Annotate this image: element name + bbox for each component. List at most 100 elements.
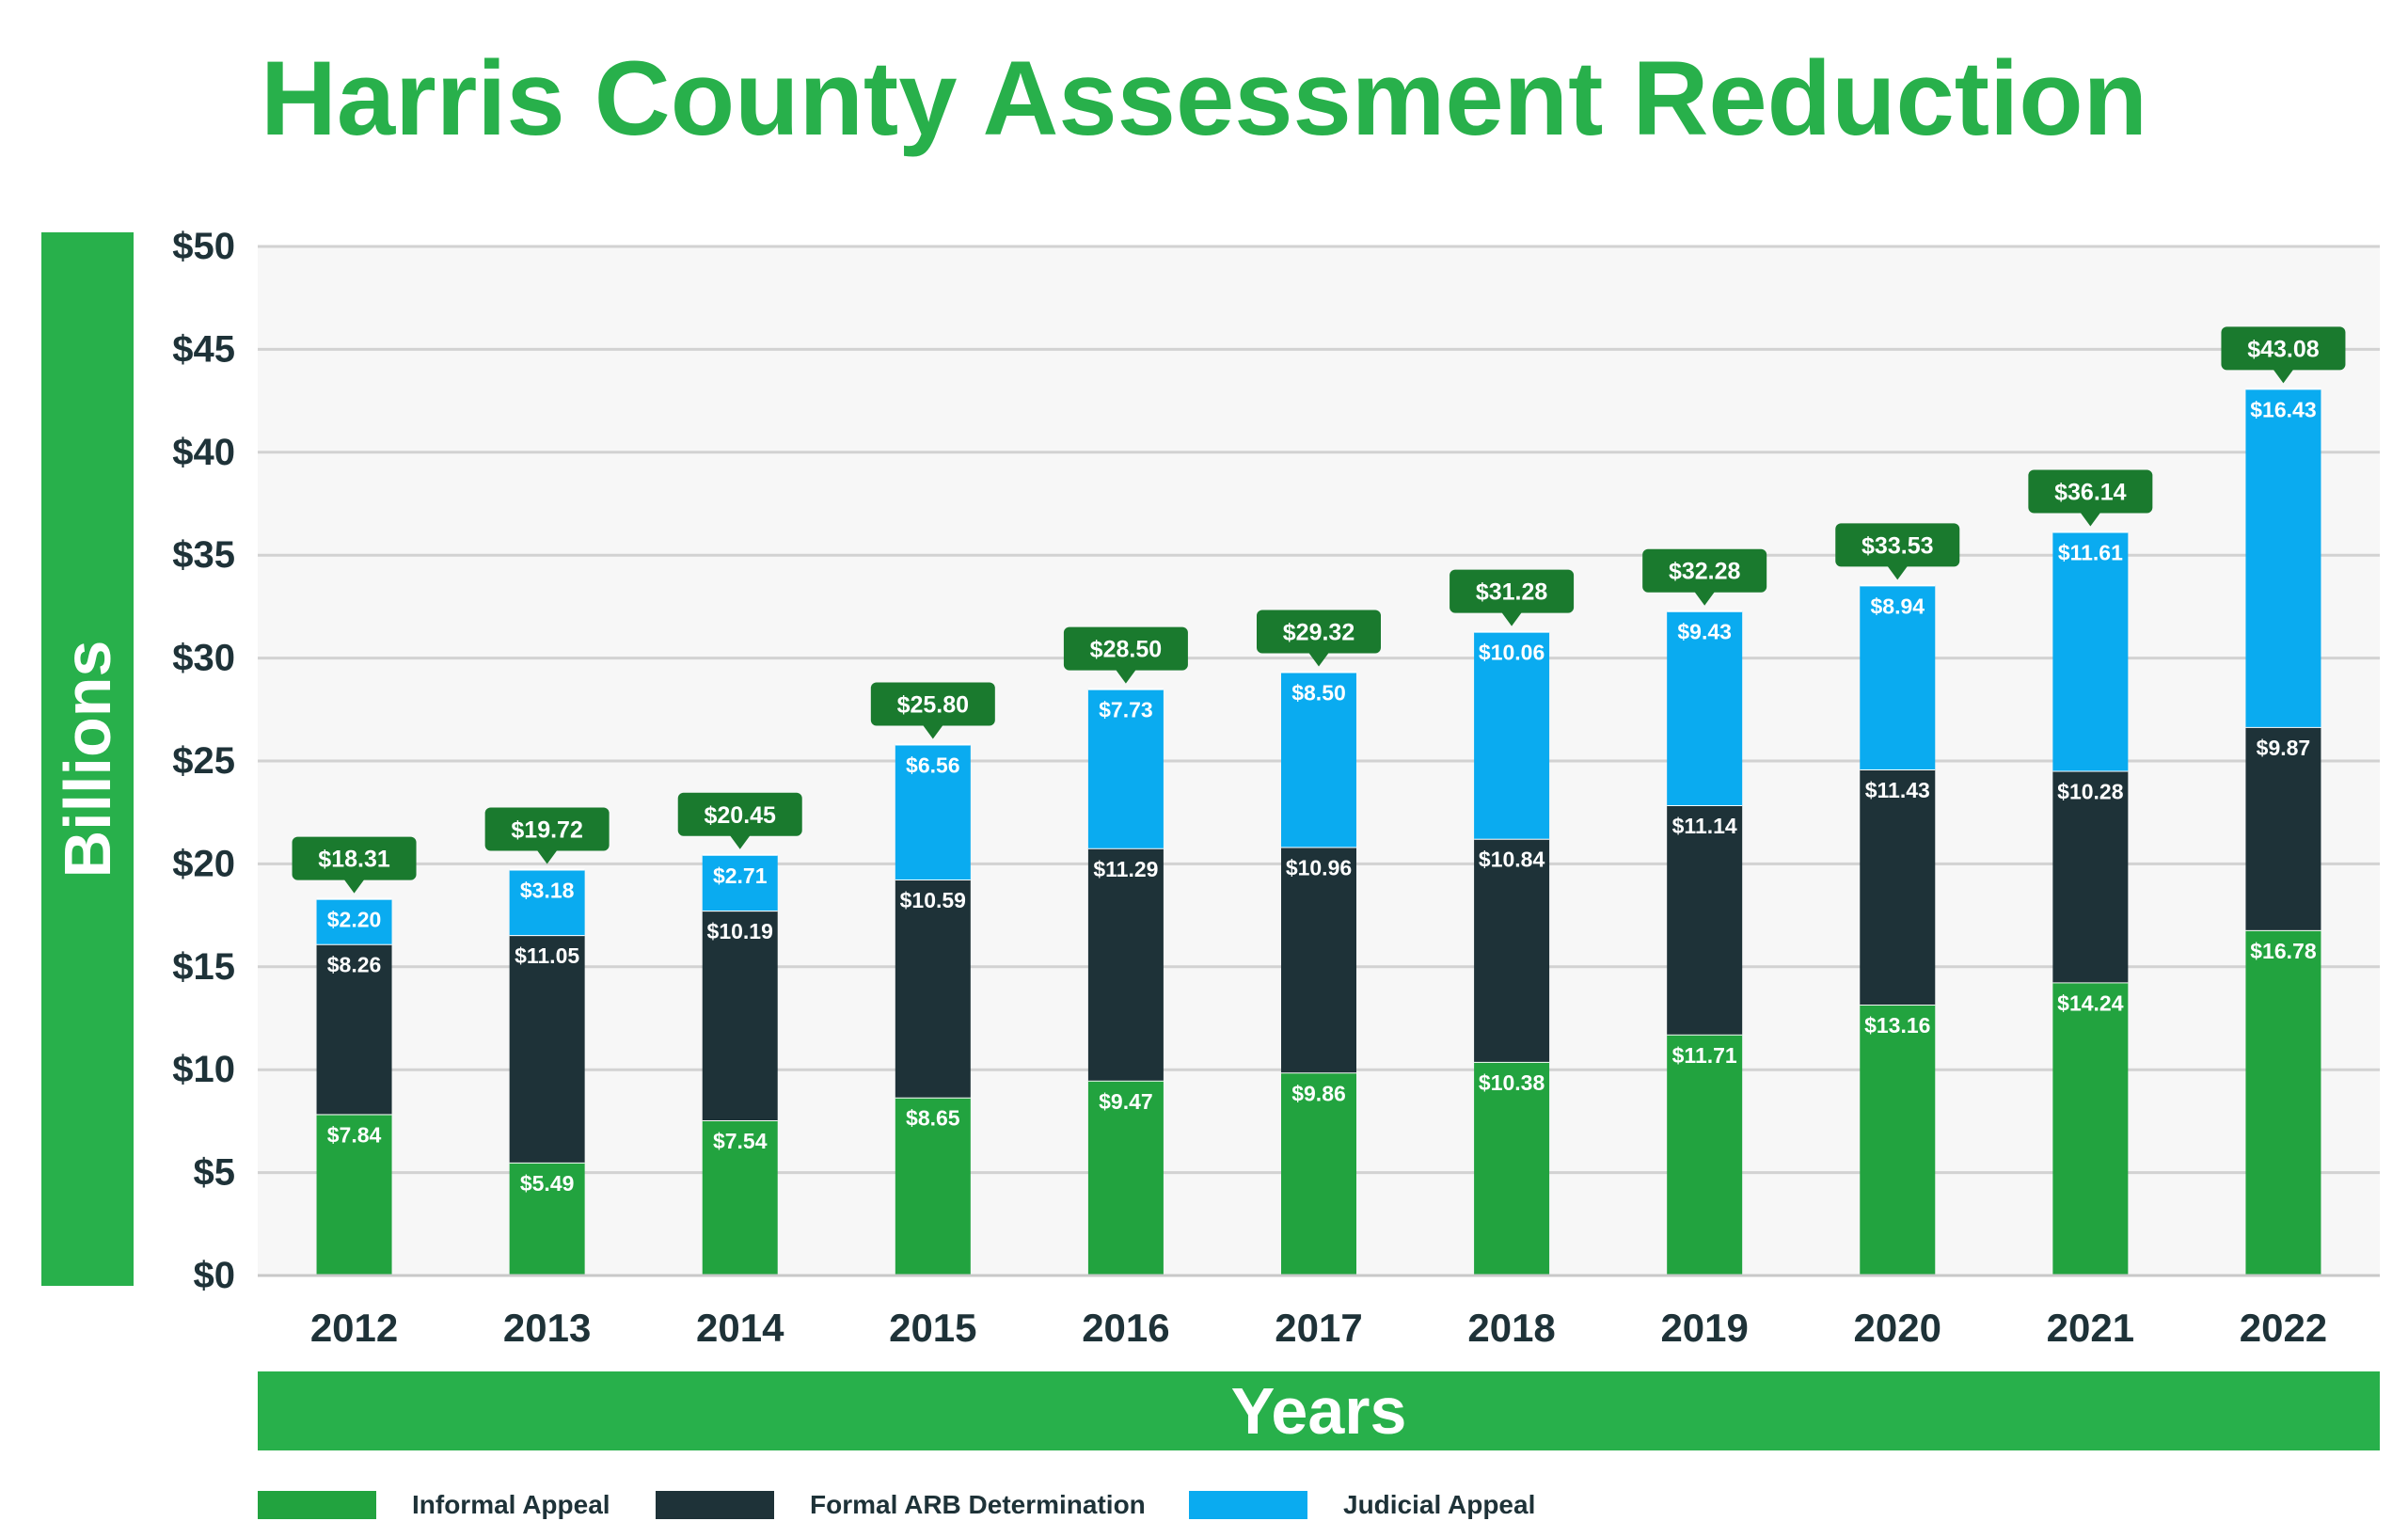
- legend-swatch-informal-appeal: [258, 1491, 376, 1519]
- data-label: $11.14: [1672, 814, 1737, 838]
- bar-segment: [2052, 770, 2129, 983]
- data-label: $9.47: [1099, 1089, 1153, 1114]
- total-callout: [1063, 626, 1188, 671]
- x-tick-label: 2022: [2240, 1306, 2327, 1350]
- bar-segment: [1474, 1061, 1550, 1276]
- x-tick-label: 2014: [696, 1306, 784, 1350]
- data-label: $10.06: [1479, 641, 1545, 665]
- bar-segment: [2052, 531, 2129, 771]
- y-axis-label-box: Billions: [41, 232, 134, 1286]
- x-tick-label: 2021: [2047, 1306, 2134, 1350]
- y-tick-label: $40: [172, 432, 235, 473]
- total-label: $32.28: [1669, 559, 1741, 585]
- bar-segment: [1087, 1080, 1164, 1276]
- y-tick-label: $10: [172, 1049, 235, 1090]
- bar-segment: [702, 911, 778, 1121]
- legend-label-informal-appeal: Informal Appeal: [412, 1490, 610, 1519]
- total-callout-pointer: [729, 834, 751, 849]
- data-label: $10.96: [1286, 855, 1352, 879]
- data-label: $11.71: [1672, 1043, 1737, 1068]
- legend-label-judicial-appeal: Judicial Appeal: [1343, 1490, 1536, 1519]
- y-tick-label: $35: [172, 534, 235, 576]
- total-label: $28.50: [1090, 637, 1162, 663]
- bar-segment: [1474, 838, 1550, 1062]
- total-callout-pointer: [1501, 611, 1523, 626]
- bar-segment: [895, 744, 971, 880]
- bar-segment: [1860, 585, 1936, 769]
- total-label: $18.31: [318, 847, 390, 873]
- total-callout-pointer: [2080, 512, 2101, 527]
- x-tick-label: 2019: [1660, 1306, 1748, 1350]
- data-label: $13.16: [1864, 1013, 1930, 1038]
- data-label: $11.29: [1093, 857, 1158, 881]
- total-label: $43.08: [2247, 336, 2320, 362]
- data-label: $2.71: [713, 864, 768, 888]
- y-tick-label: $0: [194, 1255, 236, 1296]
- bar-segment: [1667, 610, 1743, 806]
- bar-segment: [316, 943, 392, 1115]
- bar-segment: [1087, 689, 1164, 848]
- total-callout: [1450, 569, 1575, 613]
- y-tick-label: $45: [172, 328, 235, 370]
- bar-segment: [509, 1162, 585, 1276]
- total-callout-pointer: [1308, 652, 1329, 667]
- x-tick-label: 2015: [889, 1306, 976, 1350]
- bar-segment: [1087, 848, 1164, 1081]
- data-label: $11.61: [2058, 540, 2123, 564]
- data-label: $7.84: [327, 1122, 382, 1147]
- bar-segment: [316, 898, 392, 944]
- chart-title: Harris County Assessment Reduction: [260, 40, 2148, 157]
- bar-segment: [702, 854, 778, 911]
- total-callout: [1642, 548, 1767, 593]
- total-callout: [1257, 610, 1381, 654]
- data-label: $10.28: [2057, 780, 2124, 804]
- bar-segment: [1860, 1005, 1936, 1276]
- data-label: $16.78: [2250, 939, 2317, 963]
- total-callout: [484, 807, 610, 851]
- data-label: $7.54: [713, 1129, 768, 1153]
- bar-segment: [895, 1097, 971, 1276]
- data-label: $16.43: [2250, 397, 2316, 421]
- total-callout: [870, 682, 995, 726]
- total-label: $29.32: [1283, 619, 1354, 645]
- total-callout-pointer: [1115, 669, 1136, 684]
- data-label: $2.20: [327, 908, 382, 932]
- data-label: $8.26: [327, 953, 382, 977]
- total-callout-pointer: [536, 849, 558, 864]
- total-callout-pointer: [2273, 369, 2294, 384]
- data-label: $10.38: [1479, 1070, 1545, 1095]
- data-label: $8.94: [1870, 594, 1925, 618]
- x-tick-label: 2018: [1467, 1306, 1555, 1350]
- legend-swatch-formal-arb-determination: [656, 1491, 774, 1519]
- x-axis-label-box: Years: [258, 1371, 2380, 1450]
- bar-segment: [316, 1114, 392, 1276]
- legend-item-informal-appeal: Informal Appeal: [258, 1490, 610, 1519]
- y-tick-label: $15: [172, 946, 235, 988]
- total-label: $19.72: [511, 817, 582, 844]
- data-label: $9.86: [1291, 1081, 1346, 1105]
- data-label: $3.18: [520, 879, 575, 903]
- total-label: $36.14: [2054, 479, 2127, 505]
- data-label: $10.84: [1479, 848, 1545, 872]
- x-tick-label: 2020: [1854, 1306, 1941, 1350]
- total-callout: [292, 836, 417, 880]
- bar-segment: [1860, 768, 1936, 1006]
- legend-item-judicial-appeal: Judicial Appeal: [1189, 1490, 1536, 1519]
- data-label: $7.73: [1099, 698, 1153, 722]
- bar-segment: [509, 935, 585, 1163]
- total-callout-pointer: [1694, 591, 1716, 606]
- y-tick-label: $25: [172, 740, 235, 782]
- total-callout-pointer: [1887, 565, 1909, 580]
- data-label: $14.24: [2057, 990, 2124, 1015]
- bar-segment: [1281, 672, 1356, 848]
- total-label: $20.45: [704, 802, 776, 829]
- legend-label-formal-arb-determination: Formal ARB Determination: [810, 1490, 1146, 1519]
- bar-segment: [1281, 1072, 1356, 1276]
- total-callout-pointer: [343, 879, 365, 894]
- bar-segment: [509, 869, 585, 936]
- total-callout: [2028, 469, 2153, 514]
- y-tick-label: $5: [194, 1152, 236, 1194]
- data-label: $11.43: [1865, 778, 1930, 802]
- x-tick-label: 2012: [310, 1306, 398, 1350]
